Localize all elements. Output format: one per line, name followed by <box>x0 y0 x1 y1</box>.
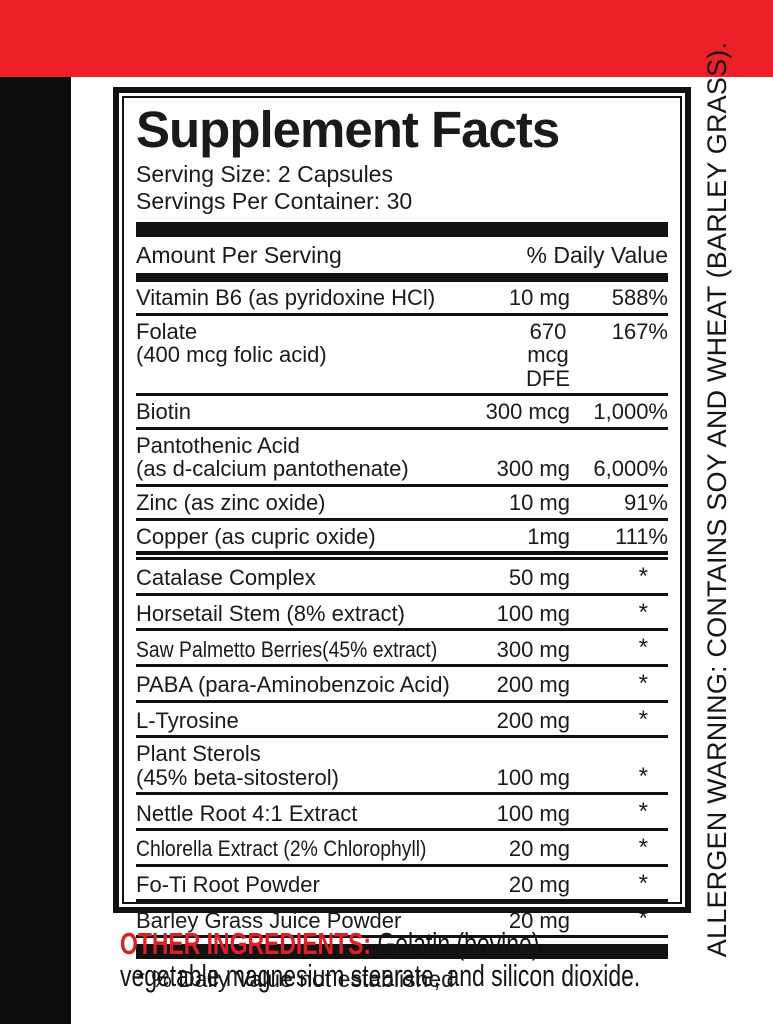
row-amount: 300 mg <box>496 456 570 482</box>
row-name: L-Tyrosine <box>136 707 239 733</box>
row-name: Vitamin B6 (as pyridoxine HCl) <box>136 285 436 311</box>
table-row: Vitamin B6 (as pyridoxine HCl) 10 mg 588… <box>136 282 668 316</box>
row-daily-value: * <box>638 869 648 897</box>
other-ingredients-label: OTHER INGREDIENTS: <box>120 926 372 961</box>
table-row: Horsetail Stem (8% extract) 100 mg * <box>136 596 668 632</box>
other-ingredients-line1: Gelatin (bovine), <box>371 926 546 961</box>
facts-table: Vitamin B6 (as pyridoxine HCl) 10 mg 588… <box>136 282 668 939</box>
row-daily-value: * <box>638 705 648 733</box>
row-name: Biotin <box>136 399 192 425</box>
row-name: Catalase Complex <box>136 565 316 591</box>
row-daily-value: 91% <box>623 489 668 515</box>
row-name: Saw Palmetto Berries(45% extract) <box>136 636 438 662</box>
top-red-bar <box>0 0 773 77</box>
thick-divider <box>136 222 668 238</box>
table-row: Copper (as cupric oxide) 1mg 111% <box>136 521 668 555</box>
supplement-facts-panel-inner: Supplement Facts Serving Size: 2 Capsule… <box>122 96 682 992</box>
amount-per-serving-header: Amount Per Serving <box>136 242 342 269</box>
daily-value-header: % Daily Value <box>526 242 668 269</box>
row-daily-value: * <box>638 598 648 626</box>
panel-title: Supplement Facts <box>136 101 560 158</box>
row-name: Plant Sterols (45% beta-sitosterol) <box>136 741 339 790</box>
row-daily-value: 6,000% <box>593 456 668 482</box>
table-row: Fo-Ti Root Powder 20 mg * <box>136 867 668 903</box>
table-row: Chlorella Extract (2% Chlorophyll) 20 mg… <box>136 831 668 867</box>
row-daily-value: * <box>638 798 648 826</box>
row-daily-value: 1,000% <box>593 399 668 425</box>
table-row: Biotin 300 mcg 1,000% <box>136 396 668 430</box>
row-amount: 670 mcg DFE <box>526 318 570 391</box>
table-row: Saw Palmetto Berries(45% extract) 300 mg… <box>136 631 668 668</box>
footer-divider <box>136 944 668 960</box>
row-amount: 50 mg <box>508 565 570 591</box>
row-name: PABA (para-Aminobenzoic Acid) <box>136 672 450 698</box>
row-daily-value: 588% <box>611 285 668 311</box>
row-daily-value: * <box>638 563 648 591</box>
row-amount: 20 mg <box>508 836 570 862</box>
row-name: Barley Grass Juice Powder <box>136 907 402 933</box>
daily-value-footnote: * % Daily Value not established <box>136 966 454 993</box>
row-daily-value: * <box>638 762 648 790</box>
row-amount: 200 mg <box>496 672 570 698</box>
supplement-facts-panel: Supplement Facts Serving Size: 2 Capsule… <box>113 87 691 992</box>
row-amount: 10 mg <box>508 285 570 311</box>
row-daily-value: * <box>638 634 648 662</box>
row-amount: 10 mg <box>508 489 570 515</box>
table-row: Pantothenic Acid (as d-calcium pantothen… <box>136 430 668 487</box>
row-name: Fo-Ti Root Powder <box>136 871 320 897</box>
other-ingredients: OTHER INGREDIENTS: Gelatin (bovine), veg… <box>120 928 756 991</box>
row-daily-value: * <box>638 834 648 862</box>
other-ingredients-line2: vegetable magnesium stearate, and silico… <box>120 957 641 993</box>
left-black-bar <box>0 77 71 1024</box>
row-name: Folate (400 mcg folic acid) <box>136 318 327 368</box>
row-daily-value: 111% <box>614 523 668 549</box>
row-amount: 300 mg <box>496 636 570 662</box>
row-daily-value: * <box>638 905 648 933</box>
row-name: Pantothenic Acid (as d-calcium pantothen… <box>136 432 409 482</box>
row-amount: 200 mg <box>496 707 570 733</box>
row-amount: 100 mg <box>496 800 570 826</box>
row-amount: 20 mg <box>508 871 570 897</box>
table-row: Plant Sterols (45% beta-sitosterol) 100 … <box>136 738 668 796</box>
table-row: Nettle Root 4:1 Extract 100 mg * <box>136 795 668 832</box>
row-amount: 100 mg <box>496 764 570 790</box>
row-daily-value: 167% <box>611 318 668 344</box>
servings-per-container: Servings Per Container: 30 <box>136 188 413 215</box>
row-amount: 1mg <box>527 523 570 549</box>
row-daily-value: * <box>638 670 648 698</box>
table-row: Zinc (as zinc oxide) 10 mg 91% <box>136 487 668 521</box>
serving-size: Serving Size: 2 Capsules <box>136 161 393 187</box>
allergen-warning-text: ALLERGEN WARNING: CONTAINS SOY AND WHEAT… <box>702 41 733 957</box>
row-amount: 100 mg <box>496 600 570 626</box>
row-amount: 20 mg <box>508 907 570 933</box>
table-row: Barley Grass Juice Powder 20 mg * <box>136 902 668 939</box>
section-divider <box>136 551 668 561</box>
row-amount: 300 mcg <box>485 399 570 425</box>
table-row: L-Tyrosine 200 mg * <box>136 703 668 739</box>
row-name: Chlorella Extract (2% Chlorophyll) <box>136 836 427 862</box>
table-row: PABA (para-Aminobenzoic Acid) 200 mg * <box>136 667 668 703</box>
row-name: Nettle Root 4:1 Extract <box>136 800 358 826</box>
allergen-warning: ALLERGEN WARNING: CONTAINS SOY AND WHEAT… <box>697 41 739 956</box>
row-name: Horsetail Stem (8% extract) <box>136 600 405 626</box>
mid-divider <box>136 273 668 283</box>
table-row: Catalase Complex 50 mg * <box>136 560 668 596</box>
table-row: Folate (400 mcg folic acid) 670 mcg DFE … <box>136 316 668 397</box>
table-header: Amount Per Serving % Daily Value <box>136 237 668 273</box>
row-name: Zinc (as zinc oxide) <box>136 489 326 515</box>
row-name: Copper (as cupric oxide) <box>136 523 376 549</box>
